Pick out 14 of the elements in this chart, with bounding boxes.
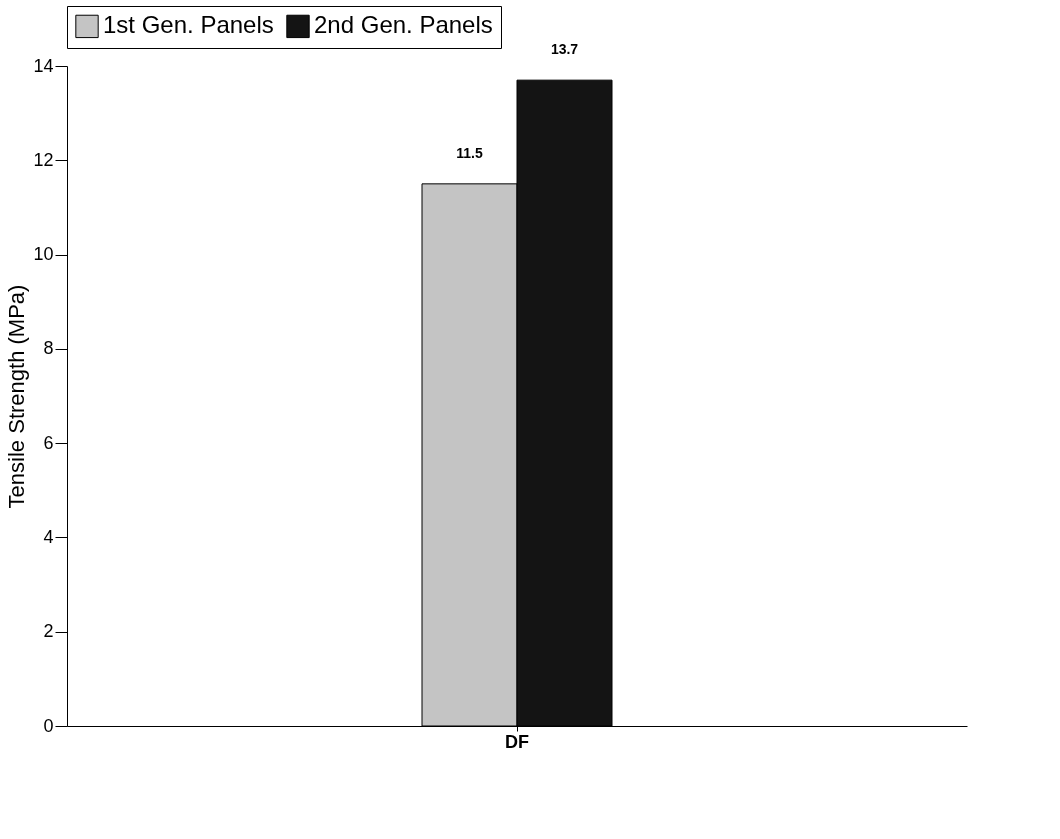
x-tick-label: DF: [505, 731, 529, 752]
y-tick-label: 10: [33, 244, 54, 265]
y-tick-label: 14: [33, 55, 54, 76]
legend-label: 2nd Gen. Panels: [314, 11, 493, 39]
y-tick-label: 6: [43, 432, 54, 453]
y-tick-label: 4: [43, 526, 54, 547]
y-tick-label: 0: [43, 715, 54, 736]
y-tick-label: 8: [43, 338, 54, 359]
y-tick-label: 2: [43, 621, 54, 642]
y-axis-title: Tensile Strength (MPa): [4, 284, 30, 509]
legend-label: 1st Gen. Panels: [103, 11, 274, 39]
data-label: 13.7: [550, 41, 579, 58]
y-tick-label: 12: [33, 149, 54, 170]
data-label: 11.5: [456, 144, 483, 161]
